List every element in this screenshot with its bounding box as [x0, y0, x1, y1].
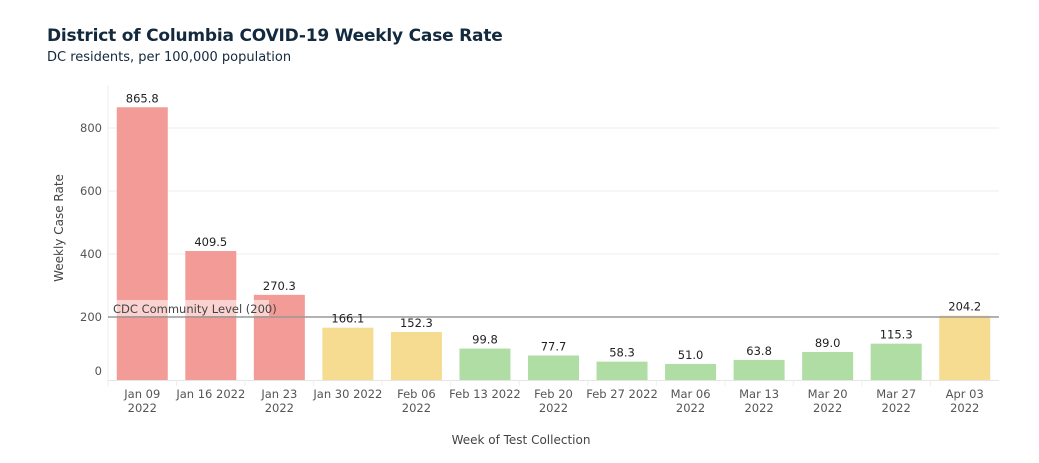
value-label: 51.0: [678, 348, 704, 362]
x-tick-label: 2022: [744, 401, 773, 415]
x-tick-label: Feb 27 2022: [586, 387, 658, 401]
x-tick-label: Mar 20: [808, 387, 848, 401]
chart-title: District of Columbia COVID-19 Weekly Cas…: [47, 26, 503, 46]
x-tick-label: Jan 30 2022: [312, 387, 382, 401]
y-axis-ticks: 0 200 400 600 800: [80, 121, 102, 378]
bar: [528, 355, 579, 380]
bar: [322, 327, 374, 380]
value-label: 865.8: [126, 91, 159, 105]
x-tick-label: Mar 06: [671, 387, 711, 401]
x-tick-label: 2022: [402, 401, 431, 415]
bar: [733, 359, 785, 380]
value-label: 409.5: [194, 235, 227, 249]
x-tick-label: 2022: [950, 401, 979, 415]
y-tick-label: 600: [80, 184, 102, 198]
x-tick-label: 2022: [539, 401, 568, 415]
x-tick-label: 2022: [676, 401, 705, 415]
value-label: 270.3: [263, 279, 296, 293]
value-label: 166.1: [331, 312, 364, 326]
bar: [665, 363, 717, 380]
bar: [390, 332, 442, 380]
x-tick-label: 2022: [265, 401, 294, 415]
bar: [870, 343, 922, 380]
value-label: 63.8: [746, 344, 772, 358]
value-label: 152.3: [400, 316, 433, 330]
value-label: 77.7: [541, 340, 567, 354]
x-tick-label: 2022: [813, 401, 842, 415]
value-label: 115.3: [880, 328, 913, 342]
x-tick-label: Feb 20: [534, 387, 573, 401]
x-tick-label: Feb 06: [397, 387, 436, 401]
x-tick-label: 2022: [128, 401, 157, 415]
y-axis-title: Weekly Case Rate: [52, 174, 66, 282]
x-tick-label: Feb 13 2022: [449, 387, 521, 401]
bar: [459, 348, 511, 380]
value-label: 204.2: [948, 300, 981, 314]
x-tick-label: Apr 03: [946, 387, 984, 401]
bar: [939, 315, 991, 380]
value-label: 89.0: [815, 336, 841, 350]
x-tick-label: Jan 09: [123, 387, 160, 401]
reference-line-group: CDC Community Level (200): [108, 300, 999, 318]
value-labels: 865.8 409.5 270.3 166.1 152.3 99.8 77.7 58.3 51.…: [126, 91, 981, 362]
gridlines: [107, 85, 999, 381]
y-tick-label: 800: [80, 121, 102, 135]
bar: [802, 351, 854, 380]
bar: [116, 107, 168, 380]
x-tick-label: Jan 16 2022: [175, 387, 245, 401]
value-label: 99.8: [472, 333, 498, 347]
x-axis-title: Week of Test Collection: [452, 433, 591, 447]
x-tick-label: Mar 27: [876, 387, 916, 401]
x-tick-label: Jan 23: [260, 387, 297, 401]
value-label: 58.3: [609, 346, 635, 360]
x-tick-label: 2022: [882, 401, 911, 415]
reference-line-label: CDC Community Level (200): [113, 302, 277, 316]
reference-label-background: [111, 300, 269, 316]
y-tick-label: 200: [80, 310, 102, 324]
y-tick-label: 400: [80, 247, 102, 261]
chart-subtitle: DC residents, per 100,000 population: [47, 50, 292, 65]
y-tick-label: 0: [95, 364, 102, 378]
bar: [596, 361, 648, 380]
x-tick-label: Mar 13: [739, 387, 779, 401]
